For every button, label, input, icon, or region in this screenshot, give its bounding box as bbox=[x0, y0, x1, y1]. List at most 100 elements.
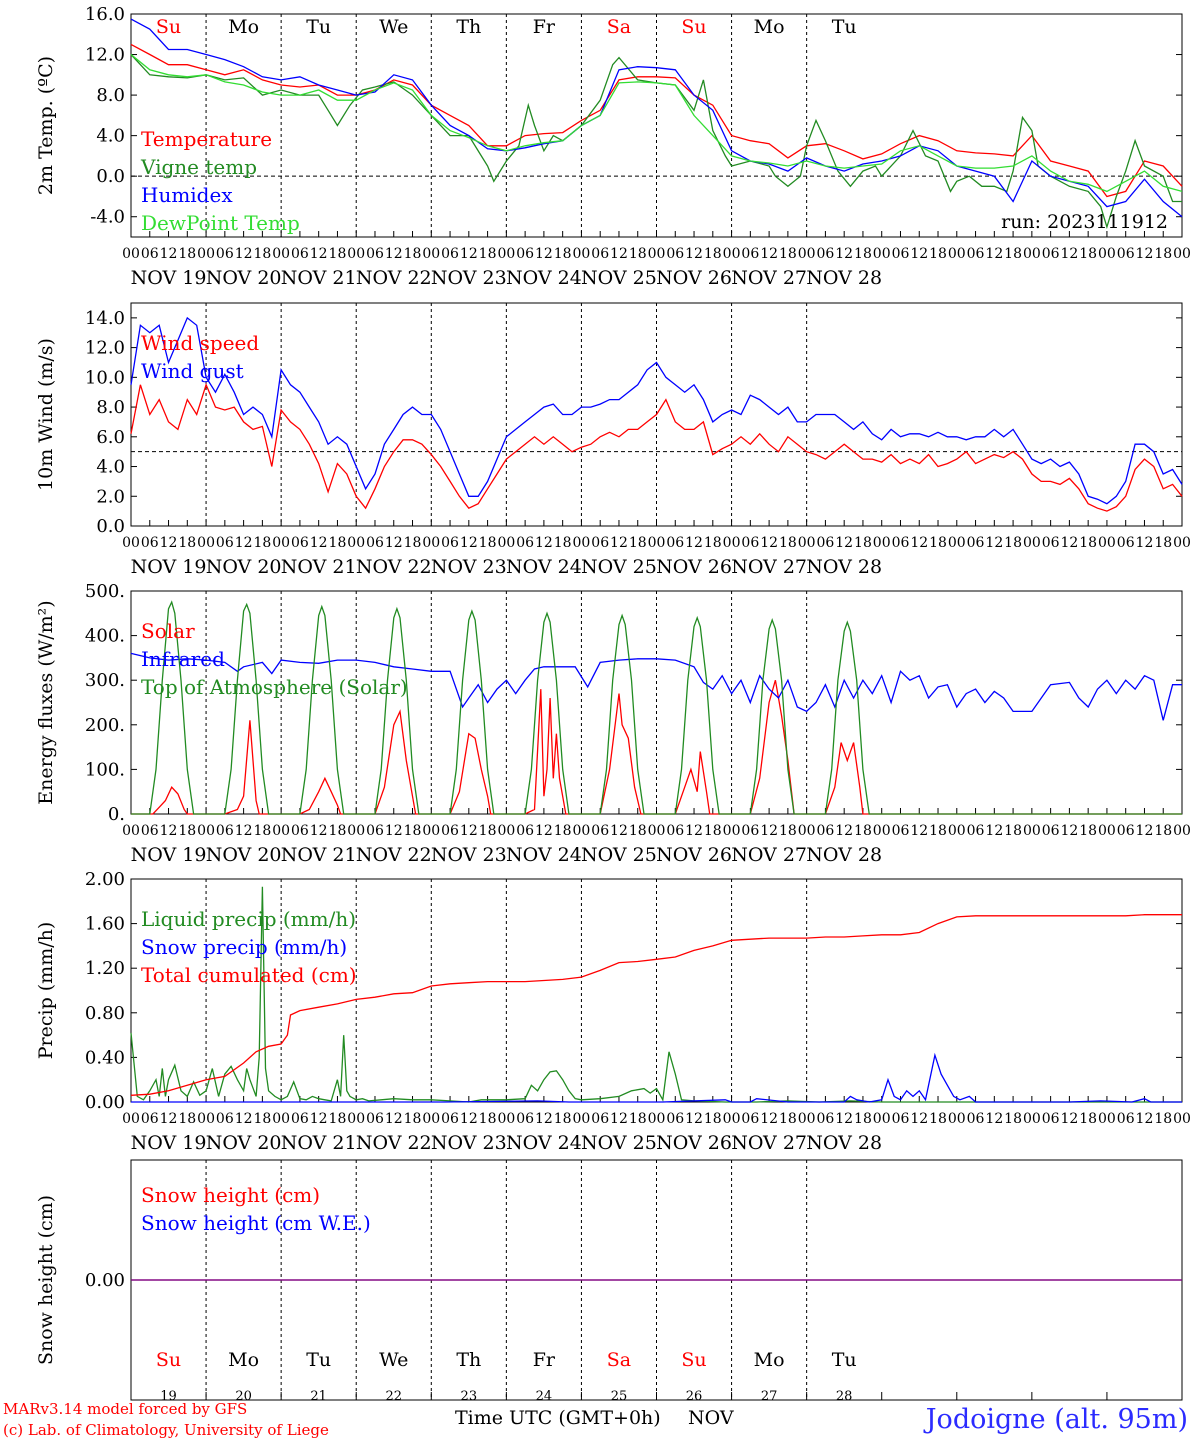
x-tick-label: 18 bbox=[704, 823, 722, 839]
x-tick-label: 12 bbox=[385, 1111, 403, 1127]
x-tick-label: 18 bbox=[629, 823, 647, 839]
weekday-label-top: Su bbox=[156, 16, 181, 38]
x-tick-label: 06 bbox=[967, 1111, 985, 1127]
x-tick-label: 18 bbox=[479, 1111, 497, 1127]
date-label: NOV 27 bbox=[731, 844, 807, 866]
x-tick-label: 18 bbox=[1154, 1111, 1172, 1127]
x-tick-label: 00 bbox=[573, 1111, 591, 1127]
y-axis-label: 10m Wind (m/s) bbox=[35, 338, 57, 491]
date-label: NOV 22 bbox=[356, 556, 432, 578]
x-tick-label: 12 bbox=[985, 1111, 1003, 1127]
y-tick-label: 500. bbox=[85, 581, 125, 602]
day-number-label: 27 bbox=[761, 1389, 778, 1404]
x-tick-label: 12 bbox=[835, 1111, 853, 1127]
x-tick-label: 18 bbox=[329, 246, 347, 262]
date-label: NOV 20 bbox=[206, 267, 282, 289]
x-tick-label: 06 bbox=[892, 1111, 910, 1127]
weekday-label-top: Mo bbox=[754, 16, 785, 38]
day-number-label: 22 bbox=[385, 1389, 402, 1404]
day-number-label: 26 bbox=[686, 1389, 703, 1404]
x-tick-label: 06 bbox=[967, 246, 985, 262]
x-tick-label: 18 bbox=[704, 535, 722, 551]
x-tick-label: 18 bbox=[253, 535, 271, 551]
series-line-dewpoint-temp bbox=[130, 53, 1183, 193]
day-number-label: 21 bbox=[310, 1389, 327, 1404]
x-tick-label: 00 bbox=[347, 246, 365, 262]
x-tick-label: 18 bbox=[1079, 535, 1097, 551]
date-label: NOV 26 bbox=[656, 1132, 732, 1154]
x-tick-label: 06 bbox=[141, 1111, 159, 1127]
y-tick-label: 8.0 bbox=[96, 397, 125, 418]
x-tick-label: 06 bbox=[291, 246, 309, 262]
weekday-label-bottom: Sa bbox=[607, 1349, 631, 1371]
weekday-label-top: Sa bbox=[607, 16, 631, 38]
x-tick-label: 12 bbox=[460, 535, 478, 551]
x-tick-label: 00 bbox=[1173, 823, 1191, 839]
x-tick-label: 12 bbox=[910, 1111, 928, 1127]
legend-entry: Infrared bbox=[141, 647, 225, 671]
weekday-label-top: Th bbox=[456, 16, 481, 38]
x-tick-label: 12 bbox=[685, 823, 703, 839]
x-tick-label: 06 bbox=[816, 823, 834, 839]
x-tick-label: 06 bbox=[366, 823, 384, 839]
panel-3: 0. 100. 200. 300. 400. 500. Energy fluxes (W/m… bbox=[35, 581, 1191, 866]
x-tick-label: 00 bbox=[422, 535, 440, 551]
date-label: NOV 19 bbox=[131, 267, 207, 289]
x-tick-label: 18 bbox=[854, 823, 872, 839]
x-tick-label: 12 bbox=[835, 535, 853, 551]
x-tick-label: 00 bbox=[648, 823, 666, 839]
x-tick-label: 18 bbox=[404, 246, 422, 262]
date-label: NOV 26 bbox=[656, 556, 732, 578]
y-tick-label: 4.0 bbox=[96, 457, 125, 478]
x-tick-label: 00 bbox=[723, 1111, 741, 1127]
x-tick-label: 18 bbox=[1154, 246, 1172, 262]
x-tick-label: 12 bbox=[610, 823, 628, 839]
x-tick-label: 00 bbox=[1023, 823, 1041, 839]
x-tick-label: 12 bbox=[985, 823, 1003, 839]
y-tick-label: 4.0 bbox=[96, 126, 125, 147]
day-number-label: 24 bbox=[536, 1389, 553, 1404]
x-tick-label: 00 bbox=[272, 246, 290, 262]
x-tick-label: 12 bbox=[460, 823, 478, 839]
date-label: NOV 28 bbox=[806, 844, 882, 866]
x-tick-label: 12 bbox=[760, 535, 778, 551]
x-tick-label: 00 bbox=[948, 1111, 966, 1127]
legend-entry: Top of Atmosphere (Solar) bbox=[141, 675, 408, 699]
station-label: Jodoigne (alt. 95m) bbox=[923, 1404, 1188, 1435]
x-tick-label: 12 bbox=[760, 823, 778, 839]
series-line-humidex bbox=[130, 18, 1183, 218]
x-tick-label: 06 bbox=[591, 823, 609, 839]
y-tick-label: 0.40 bbox=[85, 1047, 125, 1068]
x-tick-label: 06 bbox=[366, 1111, 384, 1127]
series-line-liquid-precip-mm-h bbox=[130, 886, 1182, 1103]
y-tick-label: 1.20 bbox=[85, 958, 125, 979]
x-tick-label: 06 bbox=[441, 535, 459, 551]
x-tick-label: 18 bbox=[929, 823, 947, 839]
date-label: NOV 25 bbox=[581, 267, 657, 289]
x-tick-label: 00 bbox=[948, 246, 966, 262]
x-tick-label: 00 bbox=[798, 1111, 816, 1127]
x-tick-label: 12 bbox=[385, 535, 403, 551]
x-tick-label: 18 bbox=[404, 1111, 422, 1127]
x-tick-label: 00 bbox=[573, 246, 591, 262]
y-tick-label: 0.0 bbox=[96, 516, 125, 537]
weekday-label-bottom: Su bbox=[681, 1349, 706, 1371]
x-tick-label: 06 bbox=[591, 246, 609, 262]
x-tick-label: 00 bbox=[197, 535, 215, 551]
series-line-infrared bbox=[130, 652, 1182, 721]
x-tick-label: 00 bbox=[723, 535, 741, 551]
x-tick-label: 12 bbox=[235, 1111, 253, 1127]
weekday-label-bottom: Th bbox=[456, 1349, 481, 1371]
date-label: NOV 25 bbox=[581, 556, 657, 578]
x-tick-label: 06 bbox=[967, 535, 985, 551]
x-tick-label: 18 bbox=[479, 535, 497, 551]
x-tick-label: 00 bbox=[122, 535, 140, 551]
x-tick-label: 00 bbox=[648, 535, 666, 551]
weekday-label-bottom: Mo bbox=[228, 1349, 259, 1371]
x-tick-label: 12 bbox=[1060, 1111, 1078, 1127]
y-tick-label: 2.00 bbox=[85, 869, 125, 890]
x-tick-label: 06 bbox=[591, 1111, 609, 1127]
x-tick-label: 18 bbox=[1079, 1111, 1097, 1127]
y-axis-label: Precip (mm/h) bbox=[35, 922, 57, 1060]
x-tick-label: 12 bbox=[760, 246, 778, 262]
